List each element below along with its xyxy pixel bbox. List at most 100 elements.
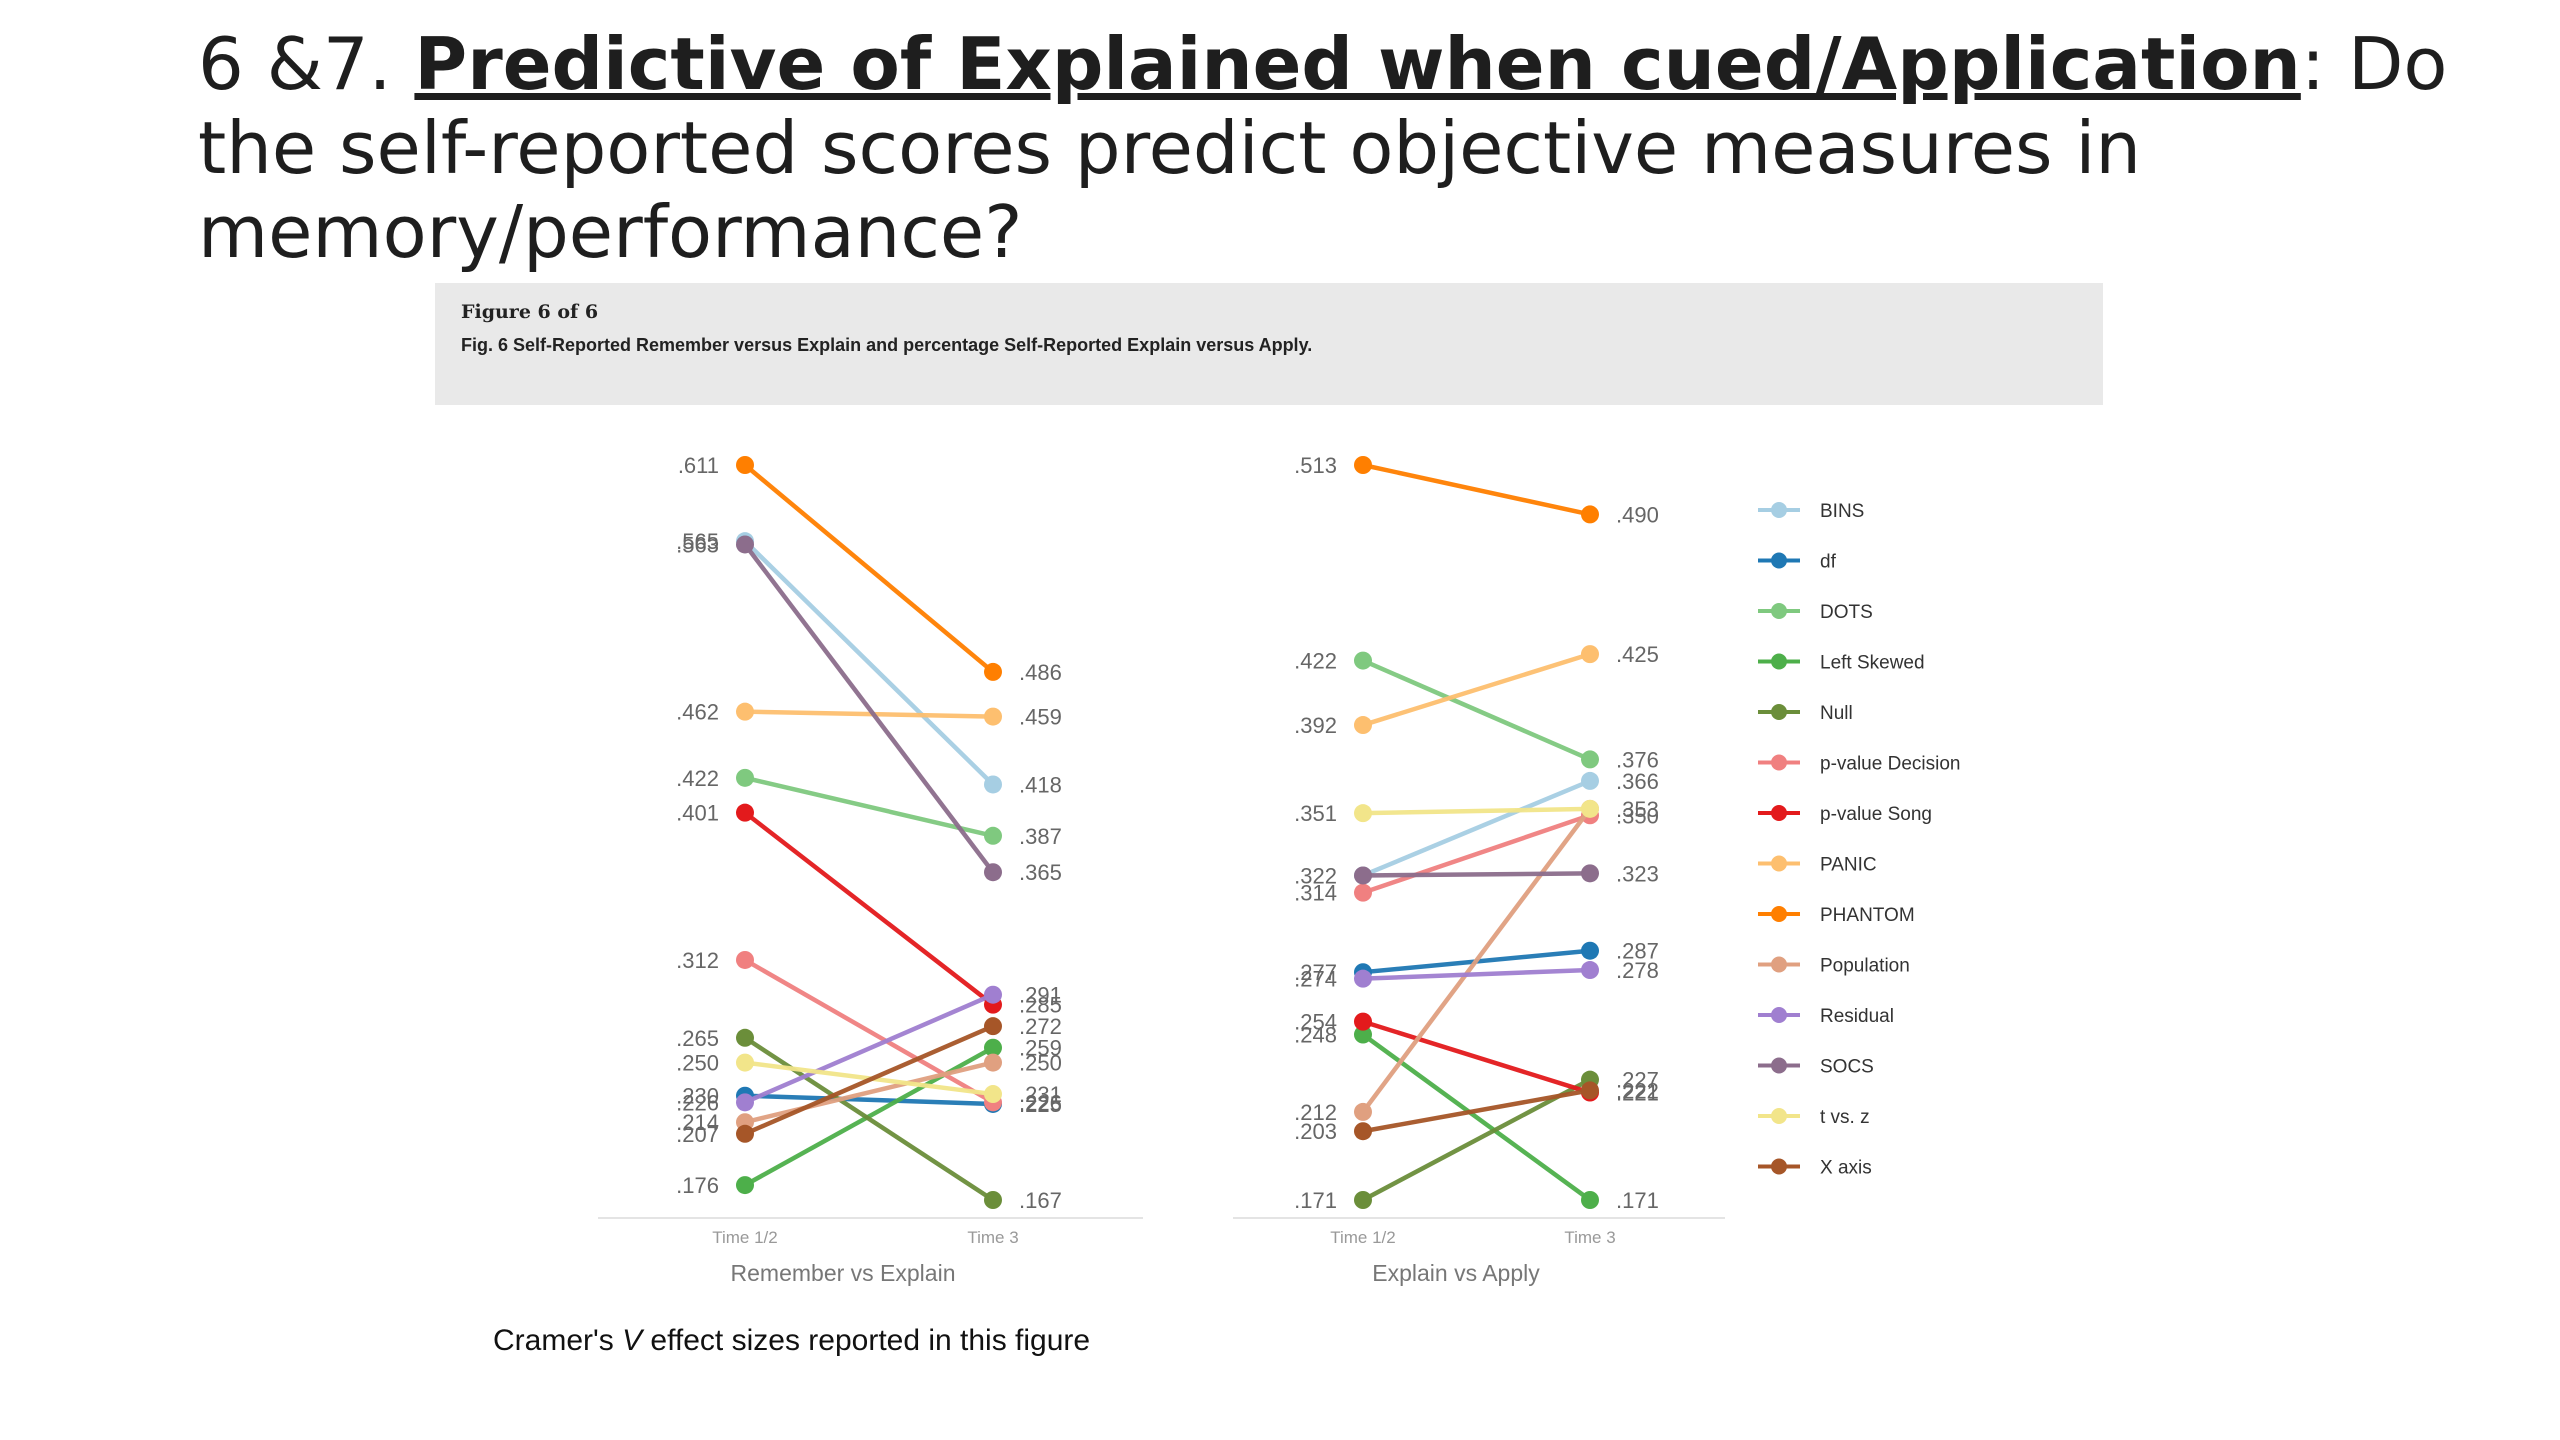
data-label: .214 [676, 1110, 719, 1135]
data-point-x-axis-time-1-2 [736, 1124, 754, 1143]
data-label: .171 [1294, 1188, 1337, 1213]
data-point-null-time-1-2 [1354, 1191, 1372, 1209]
data-point-population-time-1-2 [1354, 1102, 1372, 1121]
series-line-null [1361, 1077, 1592, 1202]
series-line-bins [743, 539, 995, 787]
series-residual [736, 985, 1002, 1112]
legend-swatch-dot [1771, 1108, 1787, 1124]
data-point-phantom-time-1-2 [1354, 456, 1372, 474]
data-point-socs-time-3 [1581, 864, 1599, 883]
series-line-socs [743, 543, 995, 874]
data-label: .462 [676, 700, 719, 725]
legend-swatch-dot [1771, 754, 1787, 771]
legend-swatch-dot [1771, 1057, 1787, 1074]
legend-label: t vs. z [1820, 1107, 1870, 1128]
data-point-phantom-time-3 [1581, 505, 1599, 524]
data-label: .250 [676, 1051, 719, 1076]
data-point-x-axis-time-1-2 [1354, 1122, 1372, 1141]
data-point-null-time-3 [984, 1191, 1002, 1209]
series-phantom [1354, 456, 1599, 524]
chart-remember-vs-explain: .611.565.563.462.422.401.312.265.250.230… [598, 453, 1143, 1286]
series-bins [1354, 771, 1599, 885]
legend-item-x-axis: X axis [1758, 1158, 1872, 1179]
legend-swatch-dot [1771, 956, 1787, 973]
legend-item-p-value-decision: p-value Decision [1758, 754, 1960, 775]
footnote-before: Cramer's [493, 1324, 623, 1357]
data-point-phantom-time-3 [984, 662, 1002, 681]
data-point-p-value-song-time-1-2 [736, 803, 754, 822]
data-label: .250 [1019, 1051, 1062, 1076]
data-label: .259 [1019, 1036, 1062, 1061]
data-label: .285 [1019, 993, 1062, 1018]
data-point-t-vs-z-time-3 [984, 1085, 1002, 1104]
series-line-residual [744, 992, 994, 1105]
figure-number: Figure 6 of 6 [461, 301, 599, 323]
x-tick-label: Time 1/2 [1330, 1228, 1396, 1247]
data-label: .376 [1616, 747, 1659, 772]
data-label: .365 [1019, 860, 1062, 885]
data-label: .418 [1019, 772, 1062, 797]
data-label: .226 [676, 1090, 719, 1115]
series-line-p-value-song [743, 810, 995, 1007]
series-line-p-value-decision [743, 958, 995, 1105]
x-tick-label: Time 1/2 [712, 1228, 778, 1247]
data-label: .221 [1616, 1081, 1659, 1106]
x-tick-label: Time 3 [967, 1228, 1018, 1247]
series-line-residual [1362, 967, 1591, 981]
data-label: .277 [1294, 960, 1337, 985]
data-label: .227 [1616, 1068, 1659, 1093]
data-point-p-value-decision-time-1-2 [736, 950, 754, 969]
data-point-df-time-3 [1581, 941, 1599, 960]
data-point-p-value-decision-time-1-2 [1354, 883, 1372, 902]
data-label: .563 [676, 532, 719, 557]
series-socs [736, 535, 1002, 882]
series-panic [1354, 645, 1599, 735]
title-question: : Do the self-reported scores predict ob… [198, 22, 2448, 274]
series-line-phantom [1362, 462, 1591, 517]
chart-explain-vs-apply: .513 .422 .392 .351 .322.314 .277.274 .254.248… [1233, 453, 1725, 1286]
data-point-bins-time-3 [1581, 771, 1599, 790]
series-line-x-axis [1362, 1088, 1591, 1134]
data-point-bins-time-3 [984, 775, 1002, 794]
data-label: .265 [676, 1026, 719, 1051]
data-point-residual-time-3 [1581, 961, 1599, 980]
data-label: .248 [1294, 1023, 1337, 1048]
data-label: .565 [676, 529, 719, 554]
chart-legend: BINS df DOTS Left Skewed Null p-value Decisio… [1758, 501, 1960, 1179]
legend-item-bins: BINS [1758, 501, 1864, 522]
data-label: .366 [1616, 769, 1659, 794]
data-point-null-time-1-2 [736, 1028, 754, 1047]
series-line-null [743, 1035, 995, 1202]
legend-swatch-dot [1771, 1158, 1787, 1175]
legend-label: DOTS [1820, 602, 1873, 623]
data-label: .350 [1616, 803, 1659, 828]
legend-item-p-value-song: p-value Song [1758, 804, 1932, 825]
series-line-t-vs-z [1362, 806, 1591, 816]
legend-swatch-dot [1771, 805, 1787, 821]
data-point-dots-time-3 [1581, 750, 1599, 769]
series-line-df [744, 1093, 994, 1107]
data-label: .230 [676, 1084, 719, 1109]
legend-label: BINS [1820, 501, 1864, 522]
data-label: .401 [676, 801, 719, 826]
legend-item-df: df [1758, 552, 1837, 573]
legend-item-population: Population [1758, 956, 1910, 977]
legend-swatch-dot [1771, 1007, 1787, 1023]
series-line-p-value-decision [1362, 813, 1591, 895]
data-point-dots-time-1-2 [736, 768, 754, 787]
series-socs [1354, 864, 1599, 885]
data-point-residual-time-1-2 [736, 1093, 754, 1112]
data-label: .225 [1019, 1092, 1062, 1117]
data-label: .422 [1294, 649, 1337, 674]
data-point-x-axis-time-3 [1581, 1081, 1599, 1100]
series-dots [1354, 651, 1599, 769]
data-label: .226 [1019, 1090, 1062, 1115]
data-label: .425 [1616, 642, 1659, 667]
legend-label: PANIC [1820, 855, 1877, 876]
data-label: .222 [1616, 1078, 1659, 1103]
data-label: .392 [1294, 713, 1337, 738]
data-point-dots-time-3 [984, 826, 1002, 845]
legend-swatch-dot [1771, 653, 1787, 670]
series-line-bins [1362, 778, 1591, 878]
data-point-population-time-3 [984, 1053, 1002, 1072]
